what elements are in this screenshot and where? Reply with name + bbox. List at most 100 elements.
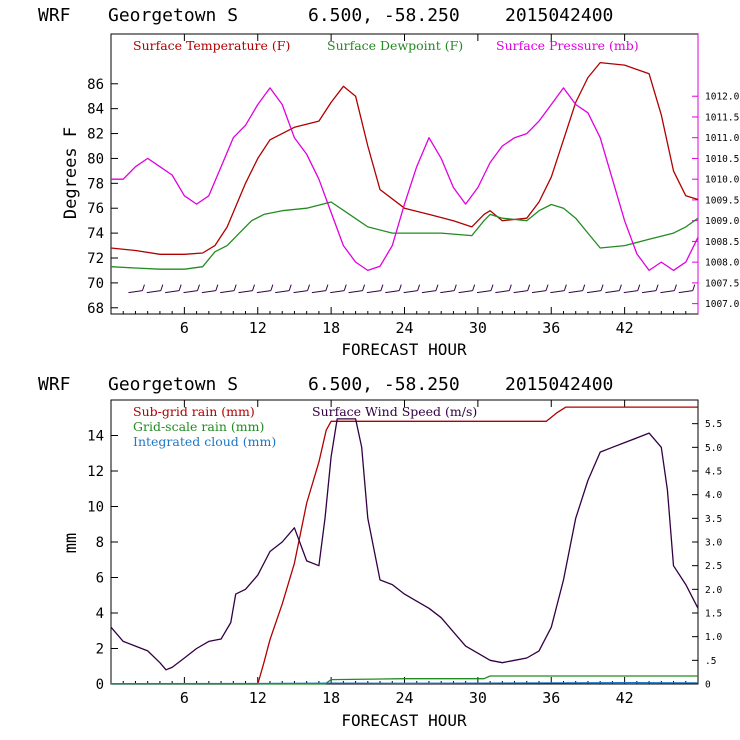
wind-barb-shaft <box>385 290 400 294</box>
wind-barb-shaft <box>146 290 161 294</box>
y-right-tick-label: 1.5 <box>705 609 722 620</box>
y-left-tick-label: 86 <box>87 77 104 93</box>
y-right-tick-label: 3.5 <box>705 514 722 525</box>
y-left-tick-label: 76 <box>87 201 104 217</box>
panel2-legend-wind-speed: Surface Wind Speed (m/s) <box>312 404 477 419</box>
panel2-legend-gridscale-rain: Grid-scale rain (mm) <box>133 419 264 434</box>
wind-barb-flag <box>288 284 292 291</box>
y-right-tick-label: 1011.5 <box>705 112 739 123</box>
wind-barb-flag <box>197 284 200 291</box>
wind-barb-shaft <box>238 290 253 294</box>
wind-barb-shaft <box>348 290 363 294</box>
wind-barb-flag <box>673 284 677 291</box>
wind-barb-flag <box>453 284 457 291</box>
wind-barb-flag <box>307 284 311 291</box>
y-right-tick-label: 5.5 <box>705 419 722 430</box>
y-right-tick-label: 2.0 <box>705 585 722 596</box>
wind-barb-shaft <box>128 290 143 294</box>
wind-barb-shaft <box>550 290 565 294</box>
wind-barb-shaft <box>311 290 326 294</box>
wind-barb-flag <box>178 284 182 291</box>
y-right-tick-label: 2.5 <box>705 561 722 572</box>
panel2-series <box>110 406 699 685</box>
y-left-tick-label: 14 <box>87 429 104 445</box>
wind-barb-flag <box>692 284 696 291</box>
wind-barb-flag <box>582 284 586 291</box>
panel1-header-coords: 6.500, -58.250 <box>308 5 460 26</box>
wind-barb-shaft <box>293 290 308 294</box>
y-right-tick-label: 3.0 <box>705 538 722 549</box>
x-tick-label: 36 <box>542 689 560 707</box>
panel1-header-model: WRF <box>38 5 71 26</box>
y-left-tick-label: 12 <box>87 464 104 480</box>
panel1-legend-pressure: Surface Pressure (mb) <box>496 38 639 53</box>
wind-barb-shaft <box>605 290 620 294</box>
y-left-tick-label: 72 <box>87 251 104 267</box>
wind-barb-shaft <box>183 290 198 294</box>
x-tick-label: 18 <box>322 689 340 707</box>
wind-barb-flag <box>252 284 255 291</box>
y-left-tick-label: 74 <box>87 226 104 242</box>
y-right-tick-label: 1009.0 <box>705 216 740 227</box>
wind-barb-flag <box>637 284 641 291</box>
x-tick-label: 24 <box>395 319 413 337</box>
wind-barb-flag <box>141 284 145 291</box>
wind-barb-flag <box>563 284 567 291</box>
y-right-tick-label: 1007.0 <box>705 299 740 310</box>
panel1-wind-barbs <box>128 284 696 294</box>
panel1-x-ticks: 6 12 18 24 30 36 42 <box>122 34 687 337</box>
wind-barb-shaft <box>623 290 638 294</box>
wind-barb-shaft <box>678 290 693 294</box>
panel2-header-init: 2015042400 <box>505 374 613 395</box>
x-tick-label: 30 <box>469 689 487 707</box>
y-right-tick-label: 4.5 <box>705 467 722 478</box>
wind-barb-flag <box>270 284 274 291</box>
panel2-header-model: WRF <box>38 374 71 395</box>
wind-barb-shaft <box>275 290 290 294</box>
wind-barb-shaft <box>642 290 657 294</box>
y-right-tick-label: 1011.0 <box>705 133 740 144</box>
y-right-tick-label: 0 <box>705 680 711 691</box>
y-left-tick-label: 82 <box>87 127 104 143</box>
y-right-tick-label: 1010.0 <box>705 175 740 186</box>
panel1-left-ticks: 68 70 72 74 76 78 80 82 84 86 <box>87 77 118 317</box>
y-right-tick-label: 1008.5 <box>705 237 739 248</box>
panel1-legend-temperature: Surface Temperature (F) <box>133 38 290 53</box>
y-left-tick-label: 70 <box>87 276 104 292</box>
wind-barb-flag <box>490 284 494 291</box>
wind-barb-shaft <box>256 290 271 294</box>
series-surface-temperature-line <box>110 61 699 255</box>
y-left-tick-label: 80 <box>87 151 104 167</box>
y-right-tick-label: 1012.0 <box>705 92 740 103</box>
wind-barb-flag <box>343 284 347 291</box>
series-surface-wind-speed-line <box>110 418 699 671</box>
panel1-y-axis-label: Degrees F <box>61 127 81 219</box>
x-tick-label: 6 <box>180 689 189 707</box>
y-right-tick-label: 1008.0 <box>705 258 740 269</box>
wind-barb-flag <box>380 284 384 291</box>
wind-barb-shaft <box>330 290 345 294</box>
wind-barb-flag <box>325 284 329 291</box>
x-tick-label: 6 <box>180 319 189 337</box>
wind-barb-shaft <box>440 290 455 294</box>
x-tick-label: 30 <box>469 319 487 337</box>
wind-barb-shaft <box>403 290 418 294</box>
series-surface-dewpoint-line <box>110 201 699 270</box>
panel1-right-ticks: 1007.0 1007.5 1008.0 1008.5 1009.0 1009.5 1010… <box>692 92 740 310</box>
x-tick-label: 42 <box>616 689 634 707</box>
y-left-tick-label: 84 <box>87 102 104 118</box>
panel1-header-location: Georgetown S <box>108 5 238 26</box>
series-surface-pressure-line <box>111 87 699 272</box>
y-right-tick-label: 4.0 <box>705 490 722 501</box>
y-right-tick-label: .5 <box>705 656 716 667</box>
wind-barb-shaft <box>366 290 381 294</box>
wind-barb-shaft <box>220 290 235 294</box>
x-tick-label: 12 <box>249 689 267 707</box>
wind-barb-flag <box>417 284 421 291</box>
panel-temperature: WRF Georgetown S 6.500, -58.250 20150424… <box>38 5 740 359</box>
wind-barb-flag <box>508 284 512 291</box>
wind-barb-flag <box>618 284 622 291</box>
x-tick-label: 12 <box>249 319 267 337</box>
wind-barb-shaft <box>660 290 675 294</box>
